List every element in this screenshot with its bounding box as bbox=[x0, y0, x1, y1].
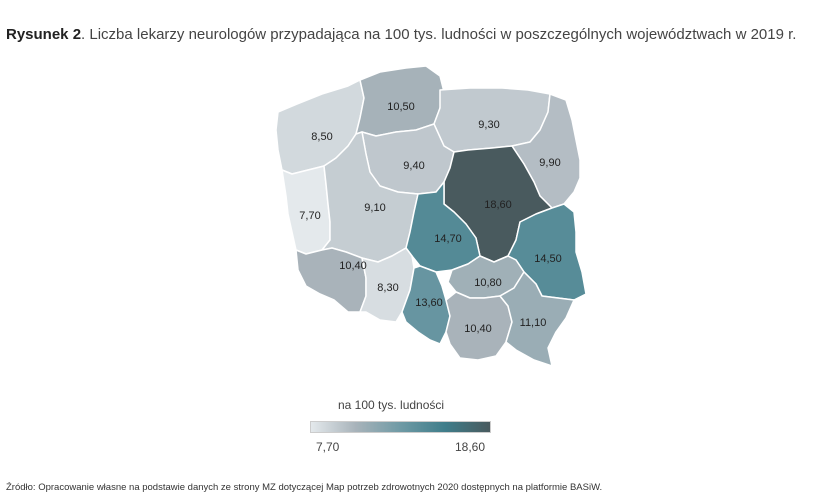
region-value-label-lubuskie: 7,70 bbox=[299, 210, 320, 222]
legend-gradient-bar bbox=[310, 421, 491, 433]
region-value-label-kujawsko-pomorskie: 9,40 bbox=[403, 160, 424, 172]
region-value-label-zachodniopomorskie: 8,50 bbox=[311, 131, 332, 143]
figure-title: Rysunek 2. Liczba lekarzy neurologów prz… bbox=[6, 26, 796, 43]
legend-min-label: 7,70 bbox=[316, 440, 340, 454]
region-value-label-lubelskie: 14,50 bbox=[534, 253, 562, 265]
poland-choropleth-map: 8,50 10,50 9,30 9,90 9,40 18,60 7,70 9,10 14,70 1… bbox=[275, 65, 587, 367]
source-note: Źródło: Opracowanie własne na podstawie … bbox=[6, 482, 603, 493]
region-slaskie bbox=[401, 265, 451, 345]
region-value-label-slaskie: 13,60 bbox=[415, 297, 443, 309]
region-value-label-swietokrzyskie: 10,80 bbox=[474, 277, 502, 289]
region-dolnoslaskie bbox=[295, 247, 367, 313]
region-value-label-podlaskie: 9,90 bbox=[539, 157, 560, 169]
region-value-label-malopolskie: 10,40 bbox=[464, 323, 492, 335]
region-value-label-wielkopolskie: 9,10 bbox=[364, 202, 385, 214]
legend-max-label: 18,60 bbox=[455, 440, 486, 454]
figure-title-text: . Liczba lekarzy neurologów przypadająca… bbox=[81, 26, 797, 43]
figure-title-number: Rysunek 2 bbox=[6, 26, 82, 43]
region-value-label-dolnoslaskie: 10,40 bbox=[339, 260, 367, 272]
region-podkarpackie bbox=[499, 271, 575, 367]
region-value-label-pomorskie: 10,50 bbox=[387, 101, 415, 113]
legend-title: na 100 tys. ludności bbox=[338, 398, 445, 412]
region-value-label-warminsko-mazurskie: 9,30 bbox=[478, 119, 499, 131]
region-value-label-mazowieckie: 18,60 bbox=[484, 199, 512, 211]
region-value-label-opolskie: 8,30 bbox=[377, 282, 398, 294]
region-value-label-podkarpackie: 11,10 bbox=[520, 317, 547, 329]
region-value-label-lodzkie: 14,70 bbox=[434, 233, 462, 245]
